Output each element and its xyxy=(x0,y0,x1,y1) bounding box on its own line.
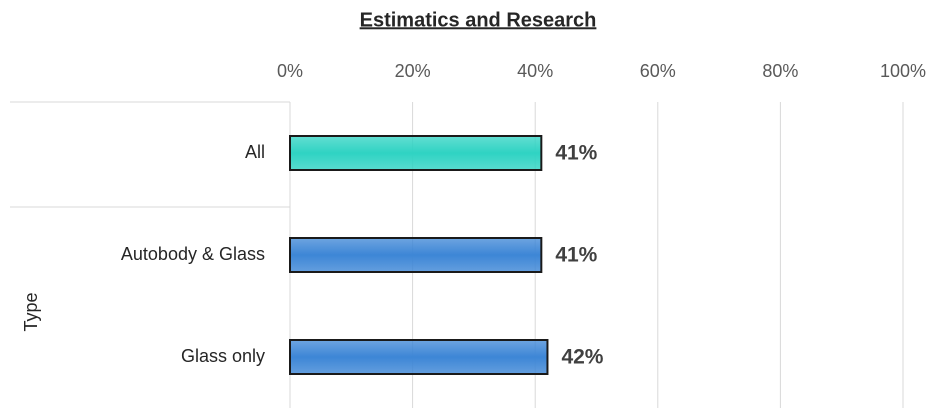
y-axis-label: Type xyxy=(21,292,41,331)
y-tick-label: Autobody & Glass xyxy=(121,244,265,264)
data-label: 42% xyxy=(561,346,603,369)
x-tick-label: 20% xyxy=(395,61,431,81)
y-tick-label: All xyxy=(245,142,265,162)
data-label: 41% xyxy=(555,244,597,267)
bar xyxy=(289,339,549,375)
data-label: 41% xyxy=(555,142,597,165)
chart-title: Estimatics and Research xyxy=(360,9,597,31)
x-tick-label: 80% xyxy=(762,61,798,81)
x-tick-label: 40% xyxy=(517,61,553,81)
y-tick-label: Glass only xyxy=(181,346,265,366)
bar xyxy=(289,135,543,171)
x-tick-label: 0% xyxy=(277,61,303,81)
x-tick-label: 60% xyxy=(640,61,676,81)
x-tick-label: 100% xyxy=(880,61,926,81)
bar xyxy=(289,237,543,273)
